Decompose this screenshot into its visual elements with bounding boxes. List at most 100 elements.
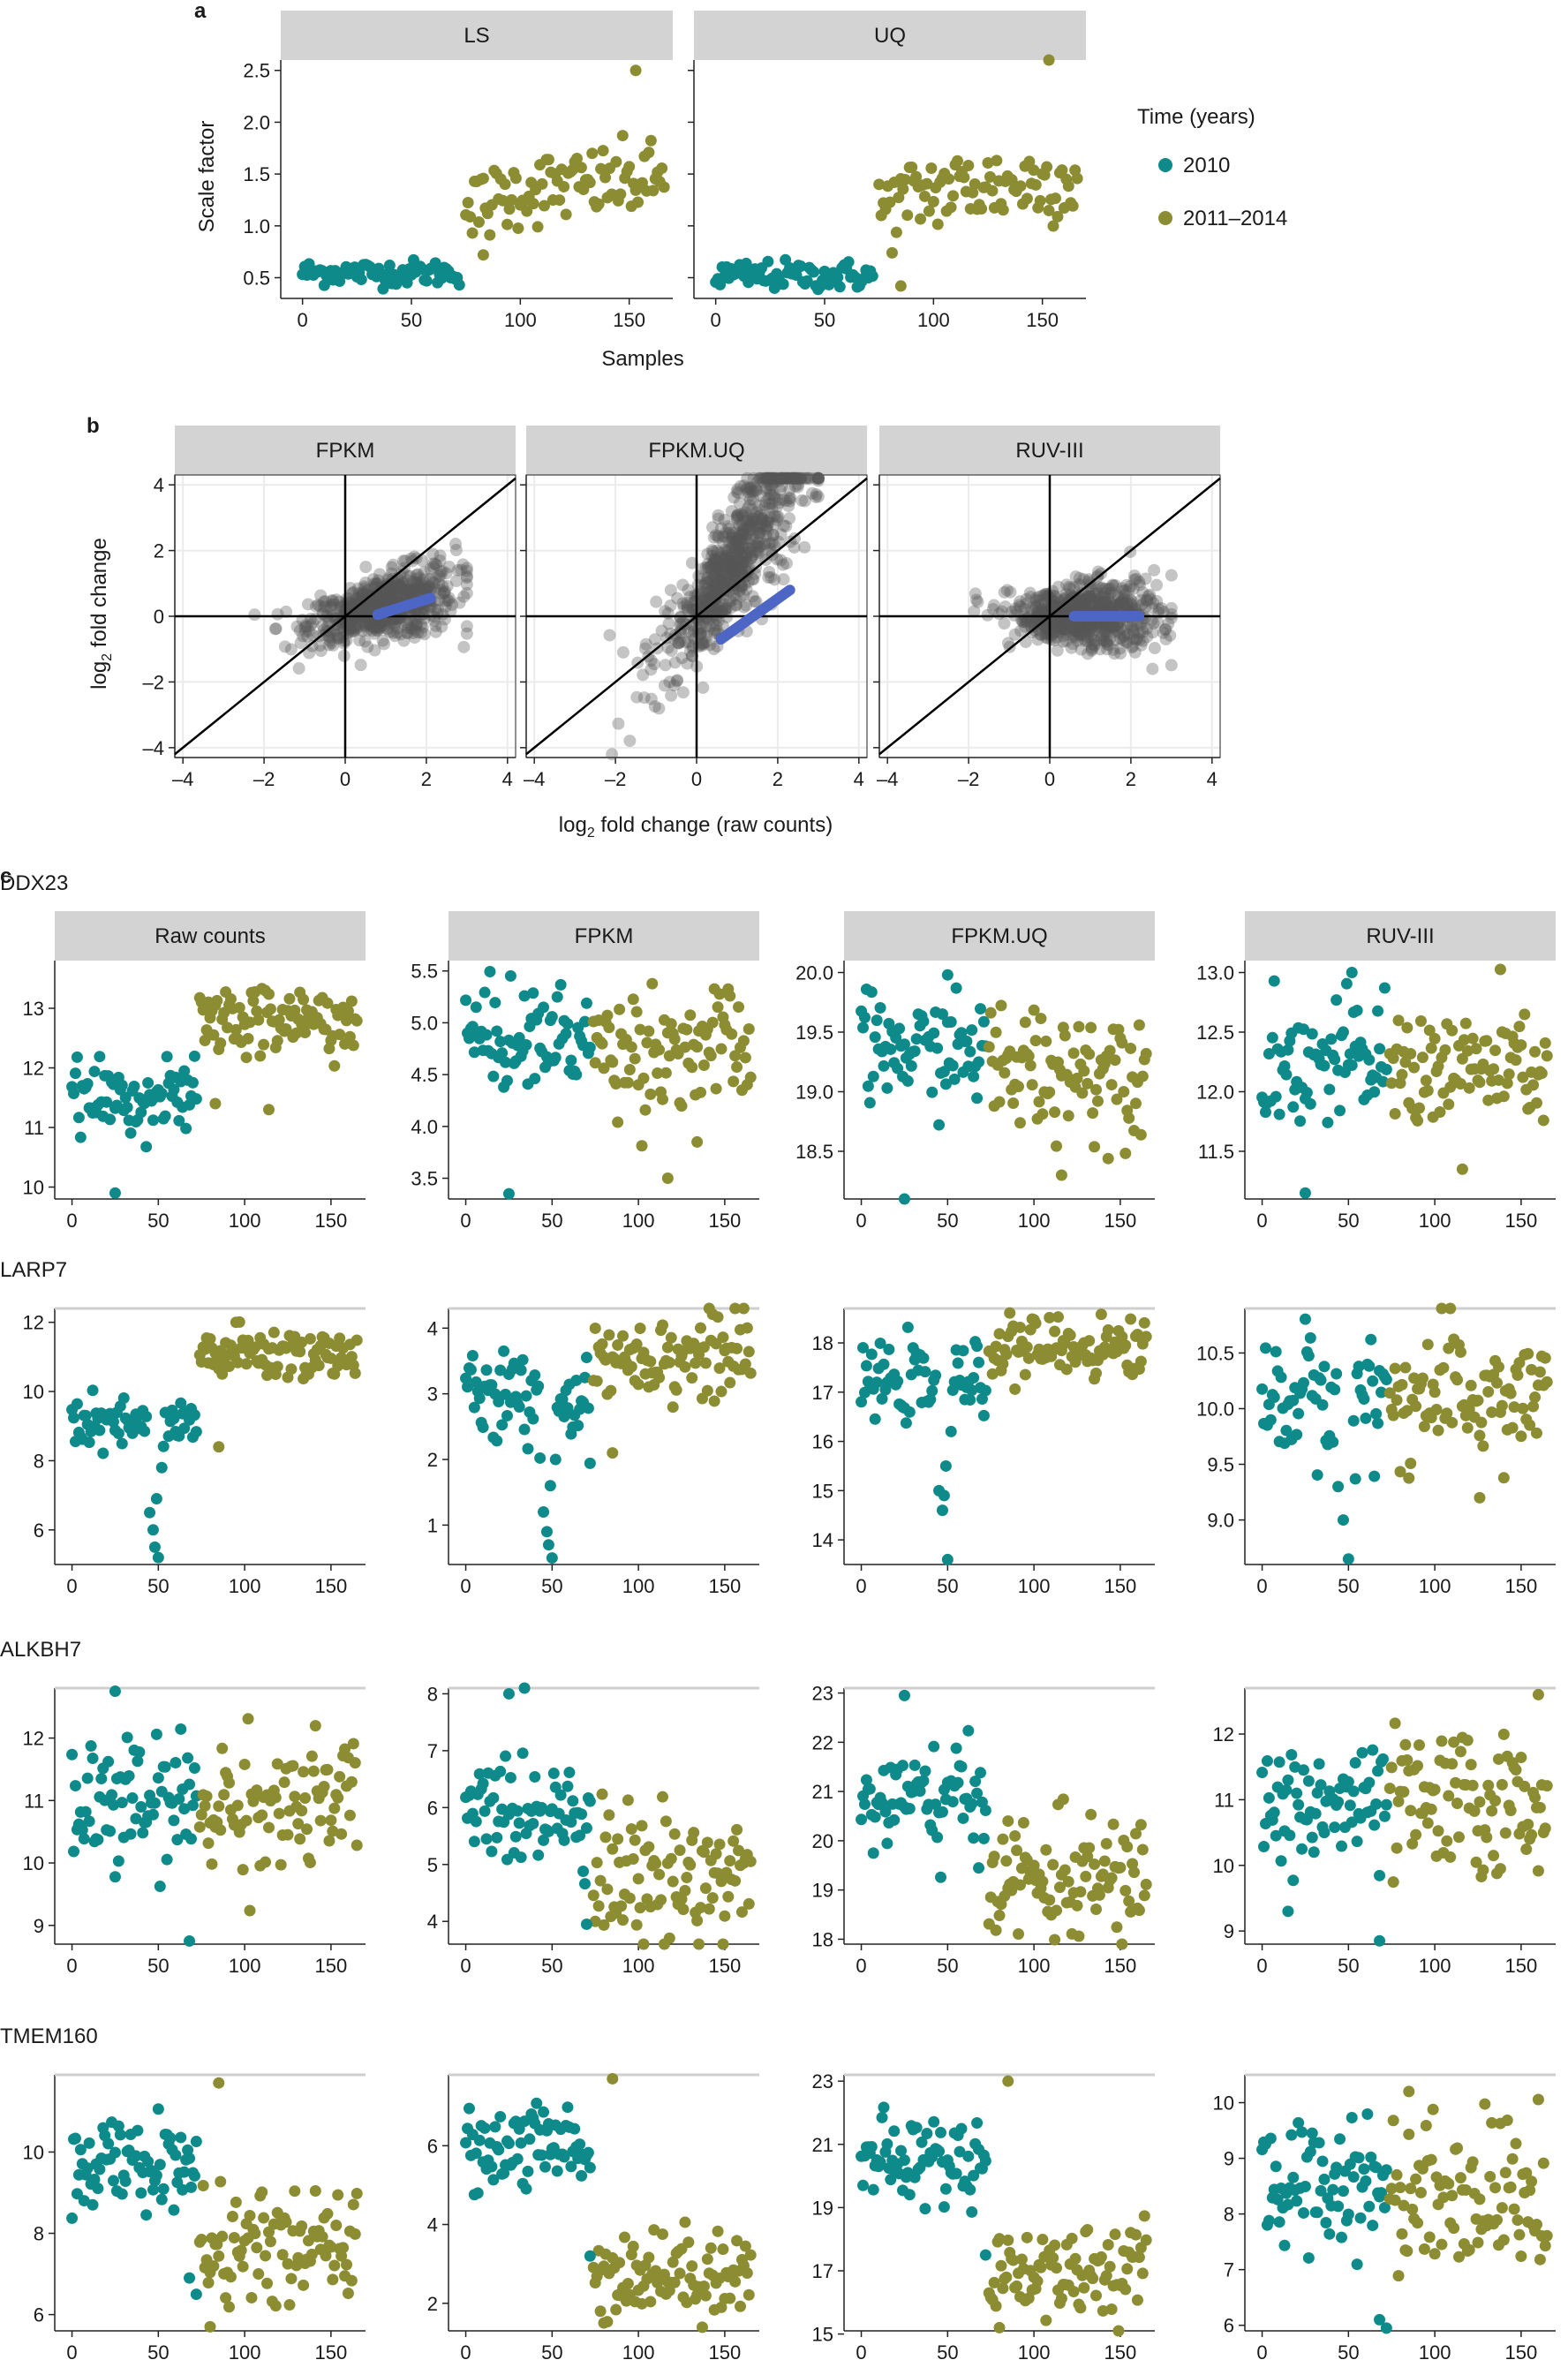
b-fpkm-uq-point: [711, 582, 724, 595]
c-larp7-ruv-iii-point-late: [1517, 1402, 1529, 1414]
c-alkbh7-fpkm-uq-ytick-label: 18: [812, 1928, 833, 1950]
c-ddx23-ruv-iii-point-late: [1470, 1043, 1482, 1055]
b-fpkm-uq-point: [744, 552, 758, 565]
c-alkbh7-ruv-iii-point-2010: [1291, 1787, 1303, 1799]
a-ls-point: [503, 203, 516, 215]
c-larp7-raw-counts-xtick-label: 100: [229, 1575, 261, 1597]
a-uq-point: [921, 177, 933, 190]
c-alkbh7-raw-counts-point-late: [351, 1839, 363, 1851]
c-larp7-ruv-iii-point-2010: [1347, 1414, 1360, 1427]
c-ddx23-ruv-iii-point-2010: [1337, 1026, 1349, 1038]
b-fpkm-uq-point: [756, 512, 769, 525]
b-fpkm-uq-point: [780, 556, 793, 569]
c-larp7-ruv-iii-point-2010: [1275, 1371, 1287, 1384]
c-alkbh7-ruv-iii-point-late: [1494, 1863, 1506, 1875]
c-ddx23-raw-counts-point-2010: [94, 1051, 106, 1063]
b-fpkm-uq-point: [734, 479, 747, 493]
c-larp7-raw-counts-point-2010: [139, 1425, 151, 1437]
b-ruv-iii: RUV-III–4 –2 0 2 4: [873, 426, 1221, 790]
b-ruv-iii-point: [1025, 602, 1038, 615]
b-fpkm-point: [331, 630, 344, 643]
c-ddx23-fpkm-point-2010: [562, 1018, 574, 1030]
c-ddx23-fpkm-point-late: [614, 1003, 626, 1015]
b-fpkm-uq-point: [637, 691, 651, 705]
a-uq-outlier: [894, 280, 907, 292]
c-ddx23-fpkm-uq-xtick-label: 100: [1018, 1210, 1051, 1232]
c-alkbh7-ruv-iii-point-late: [1520, 1843, 1533, 1856]
c-tmem160-raw-counts-point-2010: [94, 2163, 106, 2175]
c-larp7-fpkm-uq-point-2010: [971, 1340, 984, 1353]
b-fpkm-uq-point: [738, 556, 751, 569]
c-alkbh7-fpkm-uq-point-2010: [917, 1775, 930, 1787]
b-fpkm-point: [337, 637, 351, 650]
c-ddx23-fpkm-uq-point-late: [984, 1007, 997, 1019]
b-fpkm-uq-point: [730, 535, 743, 548]
c-larp7-fpkm-point-2010: [491, 1435, 503, 1447]
c-alkbh7-fpkm-point-late: [706, 1892, 719, 1904]
c-ddx23-ruv-iii-point-late: [1405, 1047, 1417, 1059]
c-alkbh7-ruv-iii-point-late: [1391, 1842, 1403, 1854]
b-fpkm-uq-point: [704, 620, 717, 633]
c-alkbh7-ruv-iii-point-2010: [1329, 1821, 1341, 1834]
c-larp7-fpkm-uq-point-2010: [860, 1360, 872, 1372]
c-ddx23-ruv-iii-point-late: [1401, 1022, 1413, 1034]
b-fpkm-point: [388, 630, 402, 643]
c-ddx23-fpkm-uq-point-2010: [946, 1059, 959, 1072]
b-fpkm-point: [375, 591, 388, 604]
b-fpkm-uq-point: [771, 500, 784, 513]
c-alkbh7-fpkm-point-late: [622, 1794, 634, 1806]
b-fpkm-point: [322, 638, 335, 652]
c-ddx23-fpkm-uq-strip-label: FPKM.UQ: [951, 924, 1047, 948]
c-larp7-raw-counts-ytick-label: 12: [23, 1312, 44, 1334]
c-ddx23-raw-counts-xtick-label: 150: [315, 1210, 348, 1232]
b-fpkm-point: [331, 631, 344, 645]
c-alkbh7-fpkm-point-2010: [494, 1765, 507, 1777]
c-alkbh7-raw-counts-point-2010: [150, 1728, 162, 1740]
a-ls-ytick-label: 1.0: [243, 215, 270, 238]
b-ruv-iii-point: [1127, 632, 1141, 645]
c-alkbh7-ruv-iii-ytick-label: 11: [1214, 1789, 1234, 1811]
c-ddx23-fpkm-xtick-label: 0: [460, 1210, 471, 1232]
c-ddx23-fpkm-uq-point-late: [1013, 1081, 1025, 1093]
c-ddx23-fpkm-point-late: [695, 1086, 707, 1098]
legend-swatch-2011-2014: [1158, 211, 1172, 225]
b-fpkm-uq-point: [741, 510, 754, 524]
c-alkbh7-raw-counts-point-2010: [66, 1748, 79, 1761]
b-fpkm-uq-point: [704, 574, 717, 587]
b-fpkm-point: [418, 628, 431, 641]
b-fpkm-uq-point: [715, 577, 728, 590]
c-ddx23-fpkm-uq-point-late: [1118, 1086, 1130, 1098]
c-ddx23-ruv-iii-point-2010: [1380, 1063, 1392, 1075]
c-alkbh7-ruv-iii-point-2010: [1296, 1843, 1308, 1855]
c-ddx23-fpkm-point-late: [622, 1076, 634, 1089]
c-alkbh7-raw-counts-xtick-label: 150: [315, 1955, 348, 1977]
a-uq-point: [1029, 178, 1042, 191]
b-fpkm-uq-point: [675, 652, 689, 665]
c-tmem160-raw-counts-ytick-label: 6: [34, 2304, 44, 2326]
c-alkbh7-raw-counts-xtick-label: 50: [147, 1955, 169, 1977]
b-fpkm-point: [343, 623, 357, 637]
b-fpkm-point: [387, 626, 400, 639]
b-fpkm-uq-point: [760, 471, 773, 485]
c-ddx23-fpkm-xtick-label: 100: [622, 1210, 655, 1232]
b-fpkm-uq-point: [676, 578, 690, 592]
b-fpkm-point: [439, 594, 452, 607]
c-alkbh7-raw-counts-point-2010: [112, 1855, 124, 1867]
b-fpkm-point: [380, 622, 393, 635]
b-ruv-iii-point: [1074, 626, 1088, 639]
c-tmem160-raw-counts-point-late: [269, 2300, 282, 2312]
c-larp7-fpkm-point-late: [715, 1385, 727, 1398]
c-alkbh7-raw-counts-point-2010: [147, 1808, 159, 1821]
b-fpkm-point: [371, 623, 384, 637]
b-fpkm-point: [410, 569, 423, 582]
b-fpkm-point: [357, 612, 370, 625]
b-fpkm-point: [306, 616, 320, 630]
c-tmem160-raw-counts-point-2010: [119, 2175, 132, 2188]
b-fpkm-uq-point: [725, 573, 738, 586]
b-fpkm-point: [400, 589, 413, 602]
c-alkbh7-fpkm-point-2010: [500, 1750, 512, 1762]
b-fpkm-uq-point: [750, 484, 763, 497]
c-larp7-fpkm-point-2010: [527, 1413, 539, 1425]
gene-label-tmem160: TMEM160: [0, 2024, 98, 2048]
c-ddx23-fpkm-point-late: [601, 1009, 614, 1022]
